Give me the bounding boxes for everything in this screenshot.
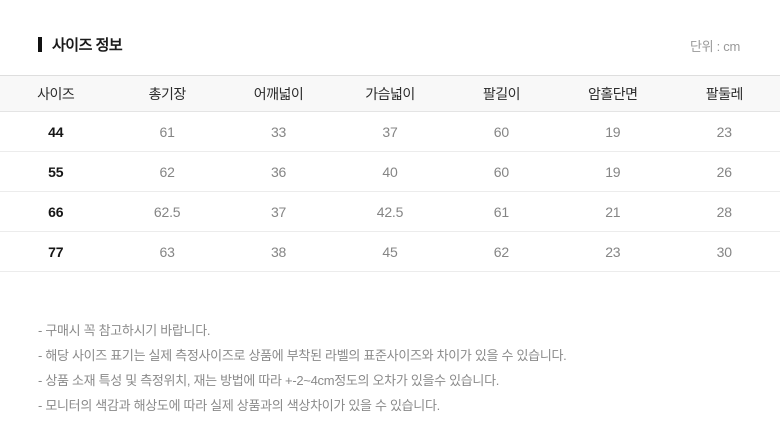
value-cell: 63 [111,231,223,272]
column-header-size: 사이즈 [0,75,112,112]
size-table-body: 44 61 33 37 60 19 23 55 62 36 40 60 19 2… [0,111,780,272]
note-line: - 구매시 꼭 참고하시기 바랍니다. [38,323,211,338]
column-header-shoulder-width: 어깨넓이 [222,75,335,112]
size-cell: 66 [0,191,112,232]
value-cell: 36 [222,151,335,192]
value-cell: 23 [557,231,669,272]
table-header-row: 사이즈 총기장 어깨넓이 가슴넓이 팔길이 암홀단면 팔둘레 [0,75,780,112]
value-cell: 40 [334,151,446,192]
value-cell: 19 [557,151,669,192]
table-row-77: 77 63 38 45 62 23 30 [0,231,780,272]
value-cell: 62 [111,151,223,192]
column-header-armhole: 암홀단면 [557,75,669,112]
column-header-sleeve-length: 팔길이 [445,75,558,112]
table-row-44: 44 61 33 37 60 19 23 [0,111,780,152]
notes: - 구매시 꼭 참고하시기 바랍니다. - 해당 사이즈 표기는 실제 측정사이… [38,318,740,418]
value-cell: 45 [334,231,446,272]
size-cell: 77 [0,231,112,272]
value-cell: 42.5 [334,191,446,232]
value-cell: 37 [222,191,335,232]
value-cell: 61 [111,111,223,152]
value-cell: 23 [668,111,780,152]
size-table: 사이즈 총기장 어깨넓이 가슴넓이 팔길이 암홀단면 팔둘레 44 61 33 … [0,75,780,272]
value-cell: 33 [222,111,335,152]
value-cell: 37 [334,111,446,152]
section-title: 사이즈 정보 [52,37,123,54]
note-line: - 모니터의 색감과 해상도에 따라 실제 상품과의 색상차이가 있을 수 있습… [38,398,440,413]
size-info-section: 사이즈 정보 단위 : cm 사이즈 총기장 어깨넓이 가슴넓이 팔길이 암홀단… [0,34,780,445]
column-header-chest-width: 가슴넓이 [334,75,446,112]
size-table-head: 사이즈 총기장 어깨넓이 가슴넓이 팔길이 암홀단면 팔둘레 [0,75,780,112]
value-cell: 60 [445,151,558,192]
title-accent-bar [38,37,42,52]
value-cell: 19 [557,111,669,152]
value-cell: 62 [445,231,558,272]
value-cell: 21 [557,191,669,232]
value-cell: 26 [668,151,780,192]
note-line: - 상품 소재 특성 및 측정위치, 재는 방법에 따라 +-2~4cm정도의 … [38,373,500,388]
value-cell: 38 [222,231,335,272]
column-header-arm-circumference: 팔둘레 [668,75,780,112]
value-cell: 28 [668,191,780,232]
table-row-55: 55 62 36 40 60 19 26 [0,151,780,192]
section-header: 사이즈 정보 단위 : cm [38,34,740,55]
column-header-total-length: 총기장 [111,75,223,112]
table-row-66: 66 62.5 37 42.5 61 21 28 [0,191,780,232]
size-cell: 44 [0,111,112,152]
section-title-wrap: 사이즈 정보 [38,34,123,55]
note-line: - 해당 사이즈 표기는 실제 측정사이즈로 상품에 부착된 라벨의 표준사이즈… [38,348,567,363]
value-cell: 61 [445,191,558,232]
value-cell: 62.5 [111,191,223,232]
value-cell: 30 [668,231,780,272]
size-cell: 55 [0,151,112,192]
value-cell: 60 [445,111,558,152]
unit-label: 단위 : cm [690,39,740,54]
